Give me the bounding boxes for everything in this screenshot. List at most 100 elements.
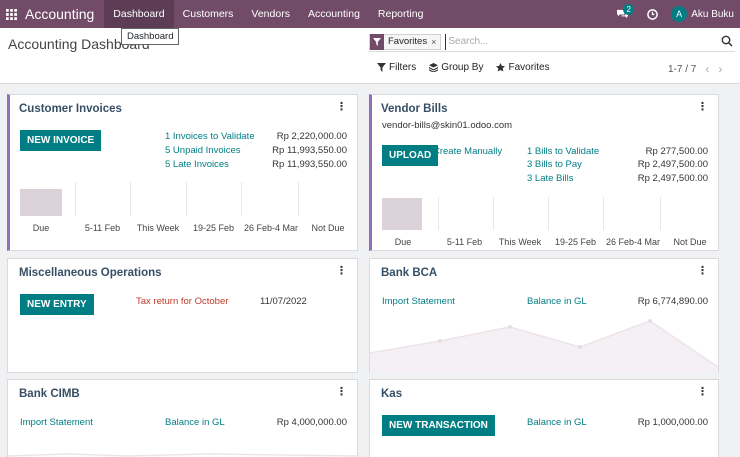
invoices-bar-chart[interactable] (18, 182, 352, 216)
kebab-menu-icon[interactable]: ⋮ (697, 101, 708, 113)
chart-label: Due (32, 223, 50, 233)
card-title[interactable]: Miscellaneous Operations (19, 267, 162, 279)
balance-line-chart (8, 453, 357, 457)
group-by-label: Group By (441, 62, 484, 73)
card-title[interactable]: Vendor Bills (381, 103, 448, 115)
menu-customers[interactable]: Customers (182, 8, 234, 20)
chart-column (130, 182, 186, 216)
balance-amount: Rp 6,774,890.00 (637, 296, 708, 307)
user-name[interactable]: Aku Buku (691, 8, 734, 20)
unpaid-invoices-link[interactable]: 5 Unpaid Invoices (165, 145, 241, 156)
top-navbar: Accounting Dashboard Customers Vendors A… (0, 0, 740, 28)
balance-in-gl-link[interactable]: Balance in GL (527, 417, 587, 428)
facet-label: Favorites (388, 36, 428, 47)
user-avatar[interactable]: A (671, 6, 688, 22)
group-by-button[interactable]: Group By (429, 62, 483, 73)
search-box: Favorites × (369, 32, 735, 52)
bills-to-pay-amount: Rp 2,497,500.00 (637, 159, 708, 170)
bills-to-pay-link[interactable]: 3 Bills to Pay (527, 159, 582, 170)
late-bills-amount: Rp 2,497,500.00 (637, 173, 708, 184)
invoices-to-validate-link[interactable]: 1 Invoices to Validate (165, 131, 255, 142)
chart-point (578, 345, 582, 349)
menu-accounting[interactable]: Accounting (307, 8, 360, 20)
filters-button[interactable]: Filters (377, 62, 416, 73)
chart-label: 26 Feb-4 Mar (605, 237, 661, 247)
chart-bar (20, 189, 62, 216)
activity-link[interactable]: Tax return for October (136, 296, 229, 307)
menu-reporting[interactable]: Reporting (377, 8, 424, 20)
chart-column (18, 182, 75, 216)
pager: 1-7 / 7 ‹ › (668, 62, 722, 76)
kebab-menu-icon[interactable]: ⋮ (697, 386, 708, 398)
new-transaction-button[interactable]: NEW TRANSACTION (382, 415, 495, 436)
chart-label: This Week (498, 237, 542, 247)
bank-cimb-card: Bank CIMB ⋮ Import Statement Balance in … (7, 379, 358, 457)
card-title[interactable]: Customer Invoices (19, 103, 122, 115)
pager-next-icon[interactable]: › (718, 62, 723, 76)
search-facet: Favorites × (369, 33, 442, 50)
clock-icon[interactable] (643, 0, 661, 28)
kebab-menu-icon[interactable]: ⋮ (336, 265, 347, 277)
chart-point (648, 319, 652, 323)
balance-amount: Rp 1,000,000.00 (637, 417, 708, 428)
search-input[interactable] (445, 33, 716, 50)
late-bills-link[interactable]: 3 Late Bills (527, 173, 574, 184)
new-entry-button[interactable]: NEW ENTRY (20, 294, 94, 315)
apps-grid-icon[interactable] (0, 0, 22, 28)
invoices-to-validate-amount: Rp 2,220,000.00 (276, 131, 347, 142)
menu-dashboard[interactable]: Dashboard (104, 0, 174, 28)
chart-area (370, 321, 718, 373)
menu-vendors[interactable]: Vendors (251, 8, 290, 20)
pager-value[interactable]: 1-7 / 7 (668, 63, 697, 75)
filters-label: Filters (389, 62, 417, 73)
customer-invoices-card: Customer Invoices ⋮ NEW INVOICE 1 Invoic… (7, 94, 358, 251)
layers-icon (429, 63, 439, 72)
late-invoices-link[interactable]: 5 Late Invoices (165, 159, 229, 170)
search-options: Filters Group By Favorites (377, 62, 563, 73)
balance-in-gl-link[interactable]: Balance in GL (527, 296, 587, 307)
create-manually-link[interactable]: Create Manually (433, 146, 503, 157)
chart-line (8, 453, 357, 457)
chart-bar (382, 198, 422, 230)
filter-icon (370, 33, 384, 50)
card-title[interactable]: Bank BCA (381, 267, 438, 279)
chart-column (380, 197, 438, 230)
chart-label: 26 Feb-4 Mar (243, 223, 299, 233)
chart-column (603, 197, 660, 230)
kebab-menu-icon[interactable]: ⋮ (336, 101, 347, 113)
kas-card: Kas ⋮ NEW TRANSACTION Balance in GL Rp 1… (369, 379, 719, 457)
balance-line-chart (370, 319, 718, 373)
import-statement-link[interactable]: Import Statement (20, 417, 93, 428)
bills-to-validate-amount: Rp 277,500.00 (645, 146, 708, 157)
chart-column (438, 197, 493, 230)
balance-amount: Rp 4,000,000.00 (276, 417, 347, 428)
favorites-label: Favorites (508, 62, 550, 73)
app-brand[interactable]: Accounting (25, 6, 95, 22)
bills-to-validate-link[interactable]: 1 Bills to Validate (527, 146, 600, 157)
activity-date: 11/07/2022 (260, 296, 307, 307)
chart-column (186, 182, 241, 216)
card-title[interactable]: Kas (381, 388, 403, 400)
chat-icon[interactable]: 2 (611, 0, 635, 28)
chart-label: 19-25 Feb (192, 223, 235, 233)
menu-tooltip: Dashboard (121, 28, 180, 45)
card-title[interactable]: Bank CIMB (19, 388, 80, 400)
favorites-button[interactable]: Favorites (496, 62, 550, 73)
bills-bar-chart[interactable] (380, 197, 714, 230)
kebab-menu-icon[interactable]: ⋮ (697, 265, 708, 277)
facet-remove-icon[interactable]: × (431, 36, 437, 47)
late-invoices-amount: Rp 11,993,550.00 (272, 159, 347, 170)
balance-in-gl-link[interactable]: Balance in GL (165, 417, 225, 428)
filter-funnel-icon (377, 63, 386, 72)
new-invoice-button[interactable]: NEW INVOICE (20, 130, 102, 151)
chart-column (493, 197, 548, 230)
scrollbar[interactable] (734, 84, 740, 457)
search-icon[interactable] (721, 35, 733, 47)
upload-button[interactable]: UPLOAD (382, 145, 439, 166)
pager-previous-icon[interactable]: ‹ (705, 62, 710, 76)
kebab-menu-icon[interactable]: ⋮ (336, 386, 347, 398)
chart-column (298, 182, 352, 216)
import-statement-link[interactable]: Import Statement (382, 296, 455, 307)
chart-column (660, 197, 714, 230)
chart-column (75, 182, 130, 216)
